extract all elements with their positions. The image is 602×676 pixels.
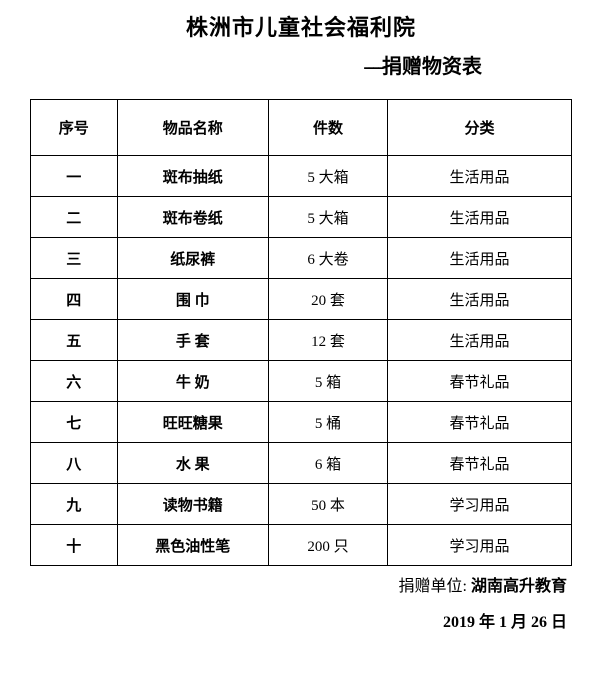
table-body: 一 斑布抽纸 5 大箱 生活用品 二 斑布卷纸 5 大箱 生活用品 三 纸尿裤 … (31, 156, 572, 566)
table-row: 八 水 果 6 箱 春节礼品 (31, 443, 572, 484)
donor-value: 湖南高升教育 (471, 578, 567, 595)
cell-seq: 八 (31, 443, 118, 484)
cell-qty: 5 大箱 (269, 197, 388, 238)
cell-qty: 12 套 (269, 320, 388, 361)
cell-cat: 生活用品 (388, 197, 572, 238)
cell-cat: 学习用品 (388, 484, 572, 525)
cell-name: 围 巾 (117, 279, 268, 320)
cell-qty: 200 只 (269, 525, 388, 566)
cell-cat: 春节礼品 (388, 361, 572, 402)
cell-seq: 六 (31, 361, 118, 402)
cell-seq: 五 (31, 320, 118, 361)
header-seq: 序号 (31, 100, 118, 156)
cell-seq: 七 (31, 402, 118, 443)
cell-seq: 十 (31, 525, 118, 566)
table-row: 二 斑布卷纸 5 大箱 生活用品 (31, 197, 572, 238)
cell-cat: 春节礼品 (388, 443, 572, 484)
cell-cat: 春节礼品 (388, 402, 572, 443)
cell-name: 纸尿裤 (117, 238, 268, 279)
donor-line: 捐赠单位: 湖南高升教育 (30, 572, 572, 596)
page-title: 株洲市儿童社会福利院 (30, 10, 572, 42)
cell-cat: 生活用品 (388, 320, 572, 361)
cell-name: 斑布抽纸 (117, 156, 268, 197)
cell-name: 斑布卷纸 (117, 197, 268, 238)
cell-qty: 6 箱 (269, 443, 388, 484)
cell-name: 手 套 (117, 320, 268, 361)
subtitle-dashes: ---- (363, 56, 382, 78)
cell-seq: 四 (31, 279, 118, 320)
cell-cat: 生活用品 (388, 156, 572, 197)
donation-table: 序号 物品名称 件数 分类 一 斑布抽纸 5 大箱 生活用品 二 斑布卷纸 5 … (30, 99, 572, 566)
cell-seq: 二 (31, 197, 118, 238)
table-row: 九 读物书籍 50 本 学习用品 (31, 484, 572, 525)
table-row: 七 旺旺糖果 5 桶 春节礼品 (31, 402, 572, 443)
table-header-row: 序号 物品名称 件数 分类 (31, 100, 572, 156)
cell-qty: 5 箱 (269, 361, 388, 402)
table-row: 十 黑色油性笔 200 只 学习用品 (31, 525, 572, 566)
table-row: 六 牛 奶 5 箱 春节礼品 (31, 361, 572, 402)
cell-seq: 一 (31, 156, 118, 197)
cell-seq: 九 (31, 484, 118, 525)
cell-name: 黑色油性笔 (117, 525, 268, 566)
cell-qty: 5 桶 (269, 402, 388, 443)
header-cat: 分类 (388, 100, 572, 156)
header-name: 物品名称 (117, 100, 268, 156)
table-row: 一 斑布抽纸 5 大箱 生活用品 (31, 156, 572, 197)
cell-name: 水 果 (117, 443, 268, 484)
page-subtitle: ----捐赠物资表 (30, 50, 572, 79)
cell-name: 读物书籍 (117, 484, 268, 525)
cell-qty: 5 大箱 (269, 156, 388, 197)
cell-cat: 生活用品 (388, 279, 572, 320)
date-line: 2019 年 1 月 26 日 (30, 608, 572, 632)
table-row: 四 围 巾 20 套 生活用品 (31, 279, 572, 320)
table-row: 三 纸尿裤 6 大卷 生活用品 (31, 238, 572, 279)
cell-qty: 6 大卷 (269, 238, 388, 279)
header-qty: 件数 (269, 100, 388, 156)
subtitle-text: 捐赠物资表 (382, 56, 482, 78)
table-row: 五 手 套 12 套 生活用品 (31, 320, 572, 361)
cell-cat: 学习用品 (388, 525, 572, 566)
cell-name: 牛 奶 (117, 361, 268, 402)
cell-qty: 50 本 (269, 484, 388, 525)
cell-seq: 三 (31, 238, 118, 279)
cell-qty: 20 套 (269, 279, 388, 320)
cell-name: 旺旺糖果 (117, 402, 268, 443)
donor-label: 捐赠单位: (399, 578, 471, 595)
cell-cat: 生活用品 (388, 238, 572, 279)
